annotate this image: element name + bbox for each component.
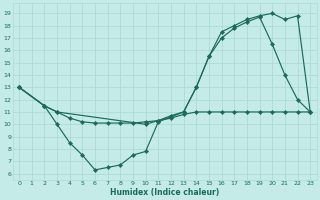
X-axis label: Humidex (Indice chaleur): Humidex (Indice chaleur) — [110, 188, 219, 197]
